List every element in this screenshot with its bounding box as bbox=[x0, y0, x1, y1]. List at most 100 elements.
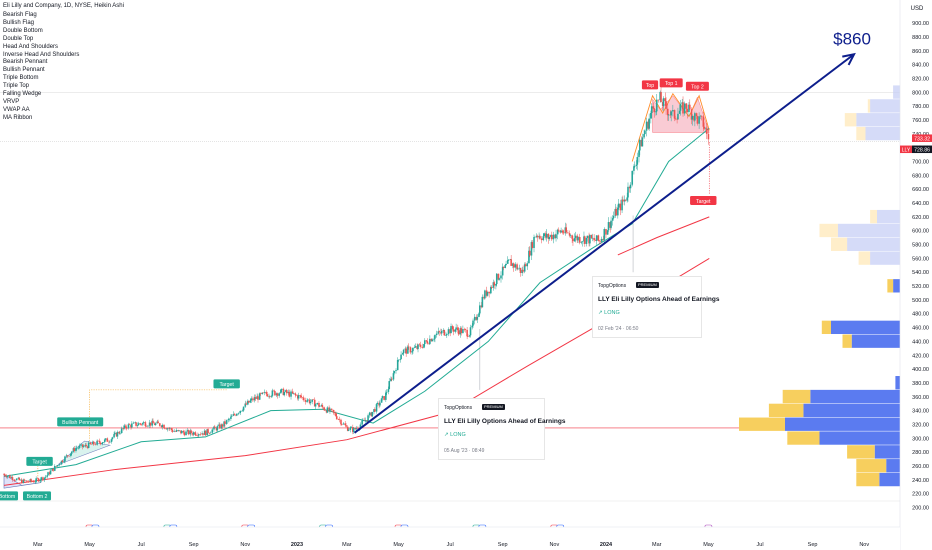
candle-body bbox=[125, 425, 127, 429]
candle-body bbox=[362, 420, 364, 421]
candle-body bbox=[39, 480, 42, 482]
candle-body bbox=[643, 134, 645, 138]
candle-body bbox=[650, 112, 652, 119]
time-tick-label: Jul bbox=[447, 542, 454, 548]
candle-body bbox=[367, 415, 369, 422]
candle-body bbox=[518, 267, 521, 269]
candle-body bbox=[498, 278, 501, 280]
candle-body bbox=[313, 399, 316, 407]
candle-body bbox=[593, 237, 595, 241]
time-tick-label: Mar bbox=[33, 542, 43, 548]
candle-body bbox=[528, 250, 530, 264]
top-label: Top bbox=[646, 83, 654, 89]
volume-bar-sell bbox=[886, 459, 900, 473]
premium-badge: PREMIUM bbox=[482, 404, 505, 410]
candle-body bbox=[73, 448, 76, 451]
candle-body bbox=[337, 419, 340, 420]
candle-body bbox=[203, 430, 206, 435]
candle-body bbox=[670, 111, 672, 116]
candle-body bbox=[3, 474, 5, 475]
volume-bar-buy bbox=[858, 251, 871, 265]
candle-body bbox=[381, 396, 384, 399]
time-axis-bg bbox=[0, 527, 900, 550]
candle-body bbox=[481, 296, 484, 308]
candle-body bbox=[139, 423, 142, 424]
candle-body bbox=[261, 392, 264, 395]
candle-body bbox=[326, 407, 329, 413]
candle-body bbox=[64, 456, 66, 462]
candle-body bbox=[685, 103, 688, 109]
candle-body bbox=[101, 442, 104, 445]
indicator-item[interactable]: Double Bottom bbox=[3, 27, 43, 34]
candle-body bbox=[206, 429, 208, 436]
candle-body bbox=[220, 424, 223, 429]
indicator-item[interactable]: Triple Bottom bbox=[3, 75, 39, 82]
candle-body bbox=[223, 421, 225, 427]
indicator-item[interactable]: Triple Top bbox=[3, 83, 30, 90]
candle-body bbox=[490, 286, 493, 288]
candle-body bbox=[368, 412, 371, 416]
time-tick-label: May bbox=[84, 542, 95, 548]
candle-body bbox=[399, 359, 402, 360]
idea-card-2024[interactable]: TopgOptions PREMIUM LLY Eli Lilly Option… bbox=[592, 276, 719, 338]
trendline bbox=[353, 53, 855, 434]
time-tick-label: May bbox=[393, 542, 404, 548]
candle-body bbox=[639, 139, 641, 151]
candle-body bbox=[440, 330, 443, 334]
candle-body bbox=[42, 477, 44, 481]
idea-card-2023[interactable]: TopgOptions PREMIUM LLY Eli Lilly Option… bbox=[438, 398, 565, 460]
indicator-item[interactable]: Bullish Pennant bbox=[3, 67, 45, 74]
price-tick-label: 600.00 bbox=[912, 229, 929, 235]
volume-bar-buy bbox=[870, 209, 877, 224]
indicator-item[interactable]: VWAP AA bbox=[3, 106, 30, 113]
candle-body bbox=[665, 101, 667, 109]
candle-body bbox=[390, 378, 393, 380]
price-tick-label: 320.00 bbox=[912, 422, 929, 428]
candle-body bbox=[467, 336, 469, 337]
candle-body bbox=[29, 479, 32, 482]
indicator-item[interactable]: Double Top bbox=[3, 35, 34, 42]
volume-bar-sell bbox=[895, 376, 900, 390]
candle-body bbox=[490, 286, 492, 294]
candle-body bbox=[395, 370, 397, 372]
time-tick-label: Nov bbox=[240, 542, 250, 548]
trendline-arrowhead bbox=[842, 52, 856, 66]
indicator-item[interactable]: VRVP bbox=[3, 98, 20, 105]
candle-body bbox=[419, 344, 422, 347]
candle-body bbox=[120, 428, 123, 434]
candle-body bbox=[125, 428, 128, 429]
candle-body bbox=[47, 472, 49, 476]
candle-body bbox=[528, 250, 531, 256]
indicator-item[interactable]: Falling Wedge bbox=[3, 91, 42, 97]
candle-body bbox=[635, 164, 638, 166]
indicator-item[interactable]: Inverse Head And Shoulders bbox=[3, 51, 80, 58]
candle-body bbox=[268, 396, 270, 397]
candle-body bbox=[247, 400, 250, 403]
candle-body bbox=[22, 479, 25, 484]
candle-body bbox=[682, 102, 684, 114]
candle-body bbox=[109, 441, 111, 443]
indicator-item[interactable]: Head And Shoulders bbox=[3, 43, 59, 50]
candle-body bbox=[578, 237, 581, 243]
candle-body bbox=[463, 329, 466, 330]
indicator-item[interactable]: MA Ribbon bbox=[3, 114, 33, 121]
candle-body bbox=[555, 234, 557, 239]
indicator-item[interactable]: Bearish Flag bbox=[3, 12, 37, 18]
indicator-item[interactable]: Bullish Flag bbox=[3, 19, 35, 26]
candle-body bbox=[31, 481, 34, 482]
volume-bar-buy bbox=[856, 126, 866, 141]
candle-body bbox=[187, 430, 190, 435]
candle-body bbox=[519, 267, 522, 273]
volume-bar-buy bbox=[844, 113, 857, 127]
candle-body bbox=[505, 263, 507, 266]
price-tick-label: 380.00 bbox=[912, 381, 929, 387]
candle-body bbox=[273, 390, 275, 392]
candle-body bbox=[446, 334, 448, 336]
candle-body bbox=[707, 133, 710, 140]
candle-body bbox=[290, 391, 292, 397]
candle-body bbox=[666, 108, 669, 116]
indicator-item[interactable]: Bearish Pennant bbox=[3, 59, 48, 66]
candle-body bbox=[609, 222, 612, 228]
